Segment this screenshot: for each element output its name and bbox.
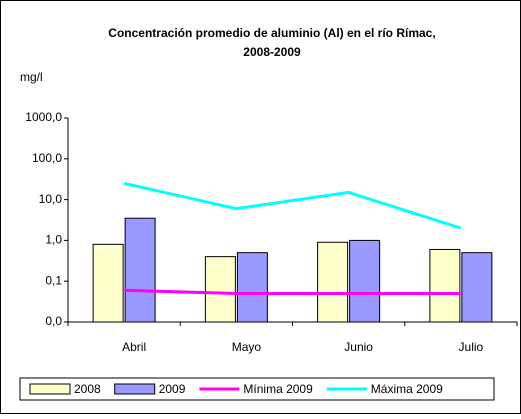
y-tick-label: 10,0 [39,192,63,206]
y-tick-label: 1000,0 [25,110,62,124]
legend-label: 2008 [74,382,101,396]
legend-label: Máxima 2009 [371,382,443,396]
legend-label: Mínima 2009 [243,382,313,396]
y-tick-label: 0,1 [45,273,62,287]
legend-label: 2009 [159,382,186,396]
line-series [123,181,462,230]
bar [124,217,156,323]
bar [429,248,461,323]
legend-swatch [29,383,71,395]
x-tick-label: Junio [344,340,373,354]
y-tick-label: 1,0 [45,233,62,247]
chart-title: 2008-2009 [243,45,301,59]
y-axis-label: mg/l [20,70,43,84]
chart-title: Concentración promedio de aluminio (Al) … [108,26,435,40]
bar [236,252,268,323]
y-tick-label: 100,0 [32,151,62,165]
bar [92,243,124,323]
legend-swatch [114,383,156,395]
bar [204,256,236,323]
x-tick-label: Julio [459,340,484,354]
bar [317,241,349,323]
bar [461,252,493,323]
x-tick-label: Abril [122,340,146,354]
bar [349,239,381,323]
x-tick-label: Mayo [232,340,262,354]
line-series [124,288,461,295]
y-tick-label: 0,0 [45,314,62,328]
